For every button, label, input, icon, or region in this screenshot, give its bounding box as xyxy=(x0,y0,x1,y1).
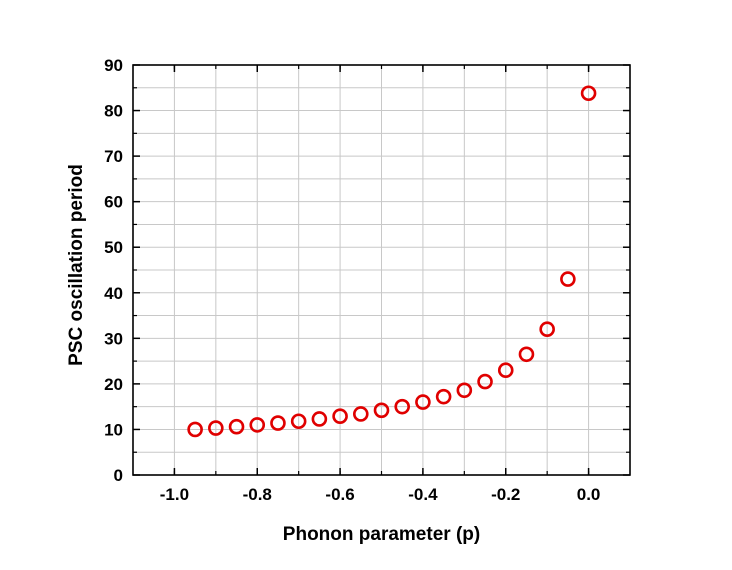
y-tick-label: 10 xyxy=(104,420,123,439)
data-point xyxy=(497,362,514,379)
data-point xyxy=(394,398,411,415)
data-point xyxy=(456,382,473,399)
y-tick-label: 60 xyxy=(104,193,123,212)
data-point xyxy=(415,394,431,410)
x-tick-label: -0.6 xyxy=(325,485,354,504)
data-points xyxy=(187,85,597,438)
data-point xyxy=(352,406,369,422)
data-point xyxy=(290,413,307,430)
data-point xyxy=(228,418,245,435)
y-tick-labels: 0 10 20 30 40 50 60 70 80 90 xyxy=(104,56,123,485)
data-point xyxy=(270,415,286,431)
x-tick-label: 0.0 xyxy=(577,485,601,504)
data-point xyxy=(332,408,348,425)
data-point xyxy=(518,346,535,363)
data-point xyxy=(208,420,224,436)
grid-lines xyxy=(133,65,630,475)
y-axis-title: PSC oscillation period xyxy=(66,164,87,366)
y-tick-label: 80 xyxy=(104,102,123,121)
data-point xyxy=(477,373,493,390)
y-tick-label: 30 xyxy=(104,329,123,348)
x-tick-label: -0.2 xyxy=(491,485,520,504)
data-point xyxy=(435,388,452,405)
data-point xyxy=(249,417,266,433)
data-point xyxy=(311,411,328,427)
plot-frame xyxy=(132,64,631,476)
x-tick-label: -1.0 xyxy=(160,485,189,504)
y-tick-label: 70 xyxy=(104,147,123,166)
y-tick-label: 0 xyxy=(114,466,123,485)
x-axis-title: Phonon parameter (p) xyxy=(283,524,480,545)
data-point xyxy=(187,421,203,438)
y-tick-label: 50 xyxy=(104,238,123,257)
y-tick-label: 20 xyxy=(104,375,123,394)
x-tick-labels: -1.0 -0.8 -0.6 -0.4 -0.2 0.0 xyxy=(160,485,601,504)
y-tick-label: 40 xyxy=(104,284,123,303)
data-point xyxy=(560,271,576,287)
x-tick-label: -0.8 xyxy=(243,485,272,504)
y-tick-label: 90 xyxy=(104,56,123,75)
major-ticks xyxy=(133,64,630,476)
data-point xyxy=(539,321,555,338)
data-point xyxy=(580,85,597,102)
data-point xyxy=(373,402,390,419)
x-tick-label: -0.4 xyxy=(408,485,438,504)
